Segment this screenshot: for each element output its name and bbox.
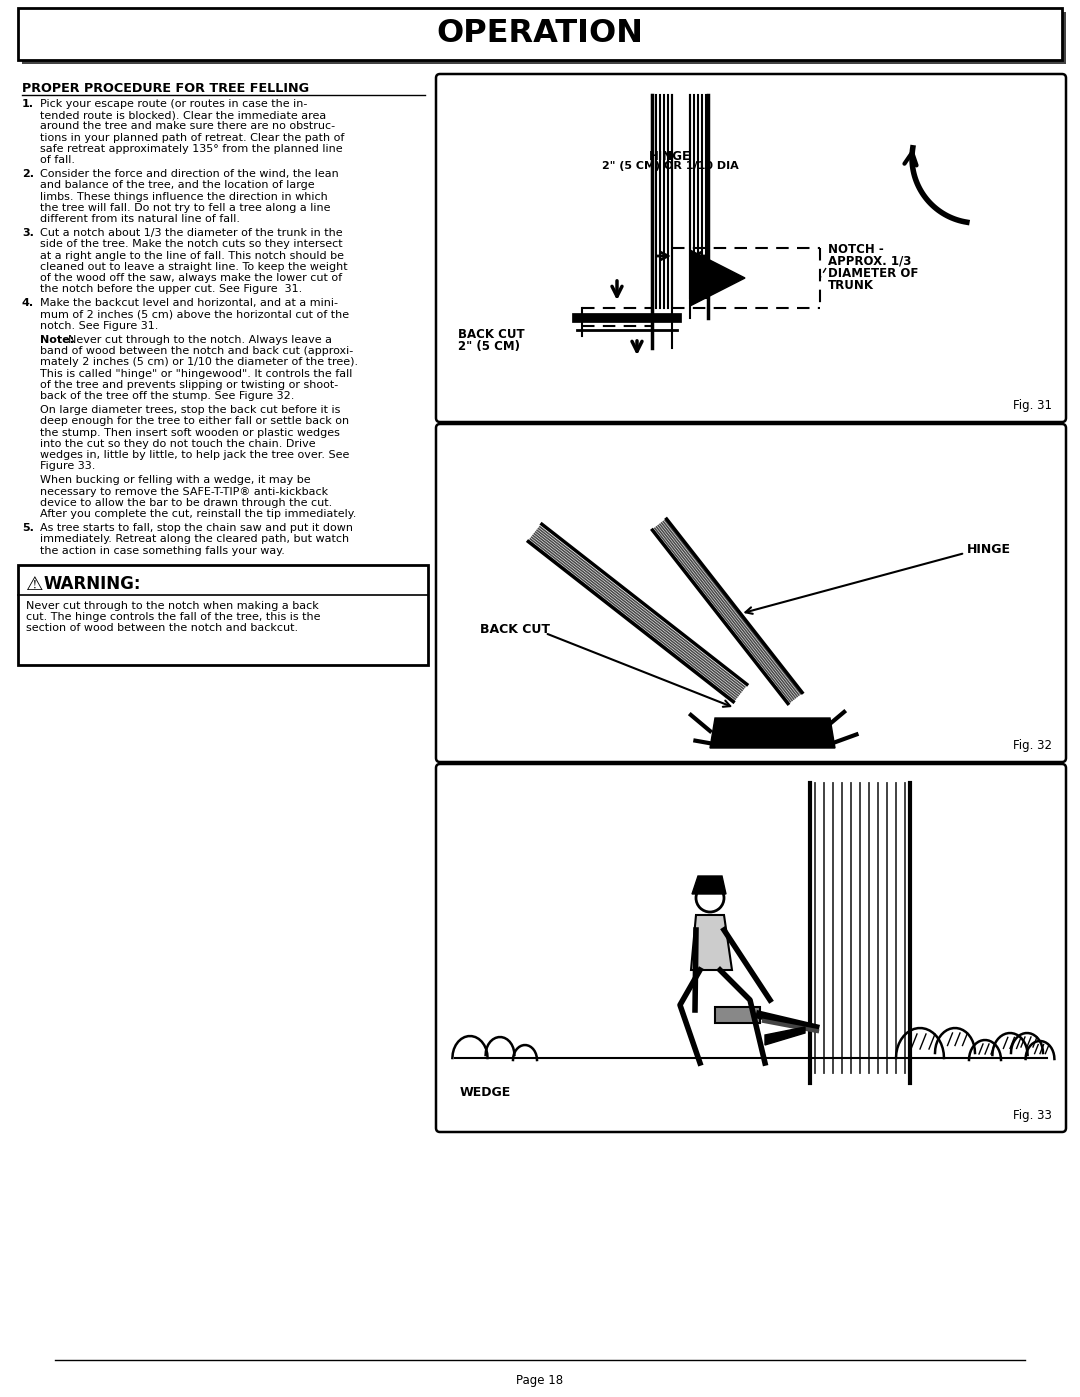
Text: As tree starts to fall, stop the chain saw and put it down: As tree starts to fall, stop the chain s… (40, 524, 353, 534)
Text: Cut a notch about 1/3 the diameter of the trunk in the: Cut a notch about 1/3 the diameter of th… (40, 228, 342, 239)
Text: 4.: 4. (22, 299, 35, 309)
Text: side of the tree. Make the notch cuts so they intersect: side of the tree. Make the notch cuts so… (40, 239, 342, 250)
Polygon shape (690, 250, 745, 306)
Text: On large diameter trees, stop the back cut before it is: On large diameter trees, stop the back c… (40, 405, 340, 415)
Text: 2" (5 CM): 2" (5 CM) (458, 339, 519, 353)
Text: deep enough for the tree to either fall or settle back on: deep enough for the tree to either fall … (40, 416, 349, 426)
Text: band of wood between the notch and back cut (approxi-: band of wood between the notch and back … (40, 346, 353, 356)
Text: WARNING:: WARNING: (44, 574, 141, 592)
Text: necessary to remove the SAFE-T-TIP® anti-kickback: necessary to remove the SAFE-T-TIP® anti… (40, 486, 328, 496)
Text: Consider the force and direction of the wind, the lean: Consider the force and direction of the … (40, 169, 339, 179)
Text: of the tree and prevents slipping or twisting or shoot-: of the tree and prevents slipping or twi… (40, 380, 338, 390)
Text: PROPER PROCEDURE FOR TREE FELLING: PROPER PROCEDURE FOR TREE FELLING (22, 82, 309, 95)
Text: around the tree and make sure there are no obstruc-: around the tree and make sure there are … (40, 122, 335, 131)
FancyBboxPatch shape (18, 8, 1062, 60)
Text: wedges in, little by little, to help jack the tree over. See: wedges in, little by little, to help jac… (40, 450, 349, 460)
Polygon shape (765, 1027, 805, 1045)
Text: After you complete the cut, reinstall the tip immediately.: After you complete the cut, reinstall th… (40, 509, 356, 520)
Polygon shape (692, 876, 726, 894)
Text: 3.: 3. (22, 228, 33, 239)
Text: Fig. 32: Fig. 32 (1013, 739, 1052, 752)
FancyBboxPatch shape (436, 764, 1066, 1132)
Text: Fig. 31: Fig. 31 (1013, 400, 1052, 412)
FancyBboxPatch shape (22, 13, 1066, 64)
Polygon shape (715, 1007, 760, 1023)
Text: 5.: 5. (22, 524, 33, 534)
Text: different from its natural line of fall.: different from its natural line of fall. (40, 214, 240, 224)
Text: Figure 33.: Figure 33. (40, 461, 95, 471)
Text: cleaned out to leave a straight line. To keep the weight: cleaned out to leave a straight line. To… (40, 261, 348, 272)
Text: BACK CUT: BACK CUT (458, 328, 525, 341)
Text: the action in case something falls your way.: the action in case something falls your … (40, 546, 285, 556)
Text: 2" (5 CM) OR 1/10 DIA: 2" (5 CM) OR 1/10 DIA (602, 161, 739, 170)
Text: HINGE: HINGE (649, 149, 691, 163)
Text: back of the tree off the stump. See Figure 32.: back of the tree off the stump. See Figu… (40, 391, 295, 401)
Text: WEDGE: WEDGE (460, 1085, 511, 1099)
Text: APPROX. 1/3: APPROX. 1/3 (828, 256, 912, 268)
Text: 1.: 1. (22, 99, 33, 109)
Text: of fall.: of fall. (40, 155, 75, 165)
Text: cut. The hinge controls the fall of the tree, this is the: cut. The hinge controls the fall of the … (26, 612, 321, 622)
Text: When bucking or felling with a wedge, it may be: When bucking or felling with a wedge, it… (40, 475, 311, 485)
Text: tended route is blocked). Clear the immediate area: tended route is blocked). Clear the imme… (40, 110, 326, 120)
Text: Never cut through to the notch. Always leave a: Never cut through to the notch. Always l… (68, 335, 332, 345)
Text: HINGE: HINGE (967, 543, 1011, 556)
Text: the notch before the upper cut. See Figure  31.: the notch before the upper cut. See Figu… (40, 284, 302, 295)
Text: 2.: 2. (22, 169, 33, 179)
Text: and balance of the tree, and the location of large: and balance of the tree, and the locatio… (40, 180, 314, 190)
Text: mum of 2 inches (5 cm) above the horizontal cut of the: mum of 2 inches (5 cm) above the horizon… (40, 310, 349, 320)
Text: the tree will fall. Do not try to fell a tree along a line: the tree will fall. Do not try to fell a… (40, 203, 330, 212)
Text: section of wood between the notch and backcut.: section of wood between the notch and ba… (26, 623, 298, 633)
Text: ⚠: ⚠ (26, 574, 43, 594)
Text: Fig. 33: Fig. 33 (1013, 1109, 1052, 1122)
Polygon shape (691, 915, 732, 970)
Polygon shape (710, 718, 835, 747)
Text: mately 2 inches (5 cm) or 1/10 the diameter of the tree).: mately 2 inches (5 cm) or 1/10 the diame… (40, 358, 359, 367)
FancyBboxPatch shape (436, 425, 1066, 761)
Text: OPERATION: OPERATION (436, 18, 644, 49)
Text: NOTCH -: NOTCH - (828, 243, 883, 256)
Text: tions in your planned path of retreat. Clear the path of: tions in your planned path of retreat. C… (40, 133, 345, 142)
Text: Page 18: Page 18 (516, 1375, 564, 1387)
Text: of the wood off the saw, always make the lower cut of: of the wood off the saw, always make the… (40, 272, 342, 284)
Text: notch. See Figure 31.: notch. See Figure 31. (40, 321, 159, 331)
Text: Pick your escape route (or routes in case the in-: Pick your escape route (or routes in cas… (40, 99, 308, 109)
Text: Make the backcut level and horizontal, and at a mini-: Make the backcut level and horizontal, a… (40, 299, 338, 309)
Text: Note:: Note: (40, 335, 75, 345)
Text: device to allow the bar to be drawn through the cut.: device to allow the bar to be drawn thro… (40, 497, 333, 507)
Text: DIAMETER OF: DIAMETER OF (828, 267, 918, 279)
Text: the stump. Then insert soft wooden or plastic wedges: the stump. Then insert soft wooden or pl… (40, 427, 340, 437)
FancyBboxPatch shape (436, 74, 1066, 422)
Text: immediately. Retreat along the cleared path, but watch: immediately. Retreat along the cleared p… (40, 535, 349, 545)
Text: at a right angle to the line of fall. This notch should be: at a right angle to the line of fall. Th… (40, 250, 345, 261)
Text: into the cut so they do not touch the chain. Drive: into the cut so they do not touch the ch… (40, 439, 315, 448)
Text: BACK CUT: BACK CUT (480, 623, 550, 636)
Text: This is called "hinge" or "hingewood". It controls the fall: This is called "hinge" or "hingewood". I… (40, 369, 352, 379)
Text: limbs. These things influence the direction in which: limbs. These things influence the direct… (40, 191, 327, 201)
Text: safe retreat approximately 135° from the planned line: safe retreat approximately 135° from the… (40, 144, 342, 154)
Text: Never cut through to the notch when making a back: Never cut through to the notch when maki… (26, 601, 319, 610)
Text: TRUNK: TRUNK (828, 279, 874, 292)
FancyBboxPatch shape (18, 564, 428, 665)
